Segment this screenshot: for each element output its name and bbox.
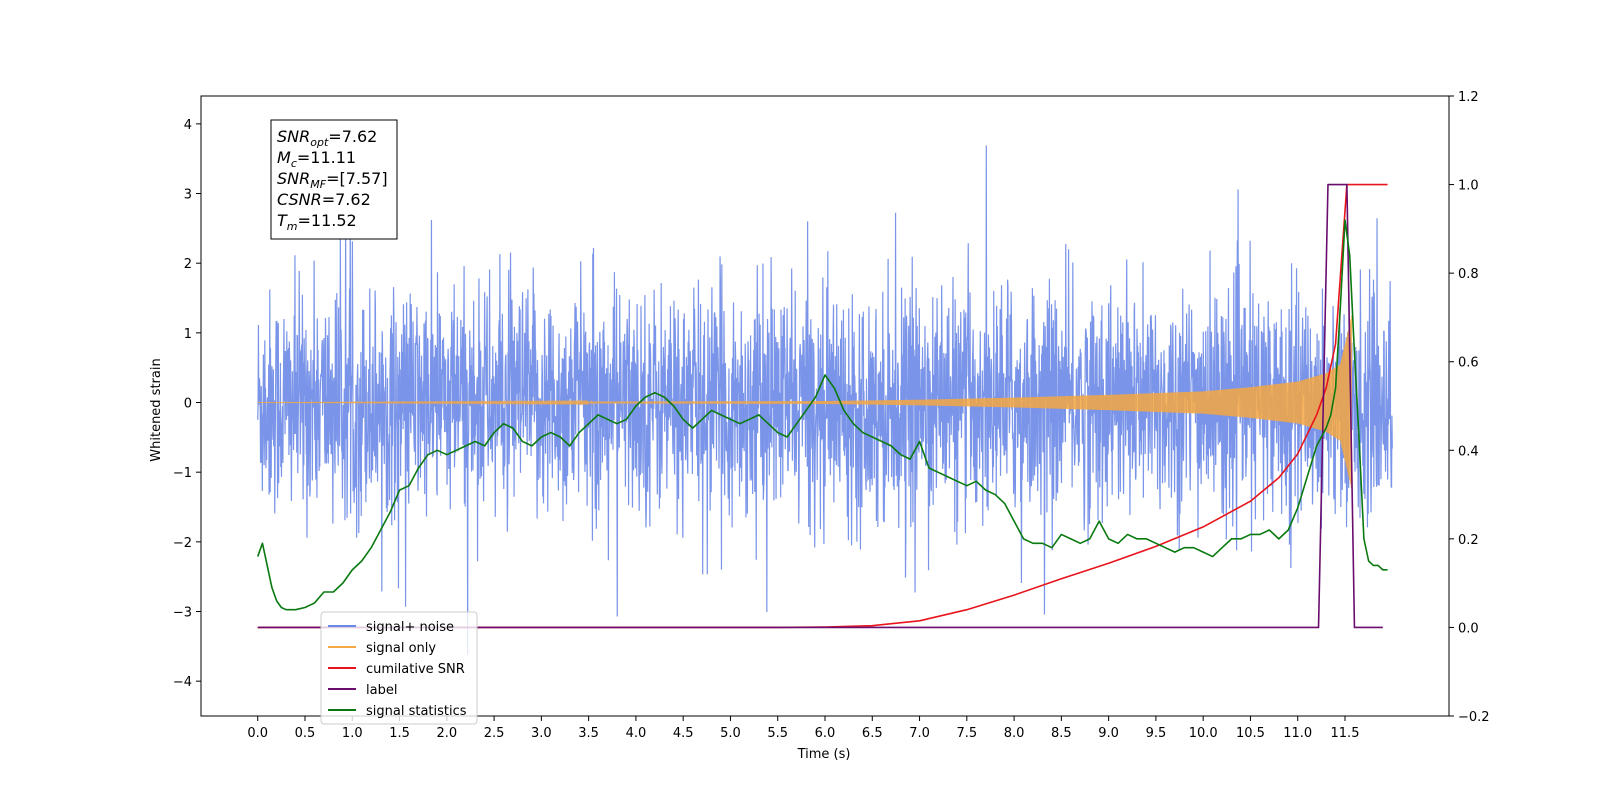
noise-layer	[257, 145, 1393, 656]
annotation-value: =7.62	[322, 190, 371, 209]
annotation-subscript: m	[287, 220, 298, 233]
x-tick-label: 0.5	[295, 726, 316, 741]
x-tick-label: 10.5	[1236, 726, 1265, 741]
x-tick-label: 11.5	[1331, 726, 1360, 741]
annotation-frame	[270, 119, 398, 240]
x-tick-label: 2.5	[484, 726, 505, 741]
y-tick-label: 3	[184, 188, 192, 203]
y-tick-label: −2	[173, 536, 192, 551]
x-tick-label: 7.5	[956, 726, 977, 741]
x-tick-label: 10.0	[1189, 726, 1218, 741]
y-tick-label: 4	[184, 118, 192, 133]
x-tick-label: 2.0	[436, 726, 457, 741]
x-tick-label: 6.0	[815, 726, 836, 741]
x-tick-label: 5.0	[720, 726, 741, 741]
annotation-symbol: CSNR	[277, 190, 322, 209]
x-tick-label: 8.5	[1051, 726, 1072, 741]
x-tick-label: 3.5	[578, 726, 599, 741]
series-cumilative-snr-line	[257, 183, 1388, 629]
y-axis-left: −4 −3 −2 −1 0 1 2 3 4	[173, 118, 201, 690]
y2-tick-label: −0.2	[1458, 710, 1490, 725]
y-tick-label: 2	[184, 257, 192, 272]
series-signal-only-line	[257, 315, 1353, 488]
annotation-subscript: c	[291, 157, 297, 170]
x-tick-label: 9.5	[1146, 726, 1167, 741]
y2-tick-label: 0.0	[1458, 621, 1479, 636]
lines-layer	[256, 183, 1388, 629]
x-tick-label: 0.0	[247, 726, 268, 741]
x-tick-label: 1.5	[389, 726, 410, 741]
y2-tick-label: 0.6	[1458, 356, 1479, 371]
y2-tick-label: 0.8	[1458, 267, 1479, 282]
annotation-symbol: T	[277, 211, 288, 230]
annotation-value: =11.52	[298, 211, 357, 230]
x-tick-label: 8.0	[1004, 726, 1025, 741]
legend: signal+ noise signal only cumilative SNR la…	[320, 611, 478, 725]
y2-tick-label: 0.2	[1458, 533, 1479, 548]
annotation-subscript: opt	[310, 136, 329, 149]
y2-tick-label: 0.4	[1458, 444, 1479, 459]
legend-frame	[320, 611, 478, 725]
legend-entry-label: cumilative SNR	[366, 662, 465, 677]
y-axis-label: Whitened strain	[149, 358, 164, 461]
annotation-line: SNRopt=7.62	[277, 127, 377, 149]
y-tick-label: 0	[184, 397, 192, 412]
annotation-value: =7.62	[328, 127, 377, 146]
y-axis-right: −0.2 0.0 0.2 0.4 0.6 0.8 1.0 1.2	[1449, 90, 1490, 725]
legend-entry-label: signal only	[366, 641, 436, 656]
x-tick-label: 4.0	[626, 726, 647, 741]
y-tick-label: −3	[173, 606, 192, 621]
annotation-symbol: SNR	[277, 169, 310, 188]
legend-entry-label: label	[366, 683, 397, 698]
annotation-symbol: M	[277, 148, 291, 167]
x-tick-label: 9.0	[1098, 726, 1119, 741]
annotation-line: SNRMF=[7.57]	[277, 169, 388, 191]
y-tick-label: −4	[173, 675, 192, 690]
annotation-value: =11.11	[297, 148, 356, 167]
annotation-subscript: MF	[310, 178, 326, 191]
x-axis-label: Time (s)	[797, 747, 851, 762]
x-tick-label: 6.5	[862, 726, 883, 741]
legend-entry-label: signal statistics	[366, 704, 467, 719]
y-tick-label: −1	[173, 466, 192, 481]
annotation-line: CSNR=7.62	[277, 190, 371, 209]
series-signal-statistics-line	[256, 219, 1388, 611]
x-tick-label: 5.5	[767, 726, 788, 741]
y2-tick-label: 1.0	[1458, 179, 1479, 194]
x-axis: 0.0 0.5 1.0 1.5 2.0 2.5 3.0 3.5 4.0 4.5 5.0 5.5 6.0 6…	[247, 716, 1359, 741]
series-signal-noise-line	[257, 145, 1393, 656]
x-tick-label: 3.0	[531, 726, 552, 741]
series-label-line	[257, 183, 1383, 629]
annotation-line: Tm=11.52	[277, 211, 357, 233]
x-tick-label: 1.0	[342, 726, 363, 741]
x-tick-label: 4.5	[673, 726, 694, 741]
legend-entry-label: signal+ noise	[366, 620, 454, 635]
annotation-value: =[7.57]	[326, 169, 388, 188]
annotation-line: Mc=11.11	[277, 148, 356, 170]
signal-layer	[257, 315, 1353, 488]
x-tick-label: 11.0	[1283, 726, 1312, 741]
x-tick-label: 7.0	[909, 726, 930, 741]
y2-tick-label: 1.2	[1458, 90, 1479, 105]
annotation-box: SNRopt=7.62Mc=11.11SNRMF=[7.57]CSNR=7.62…	[270, 119, 398, 240]
annotation-symbol: SNR	[277, 127, 310, 146]
y-tick-label: 1	[184, 327, 192, 342]
